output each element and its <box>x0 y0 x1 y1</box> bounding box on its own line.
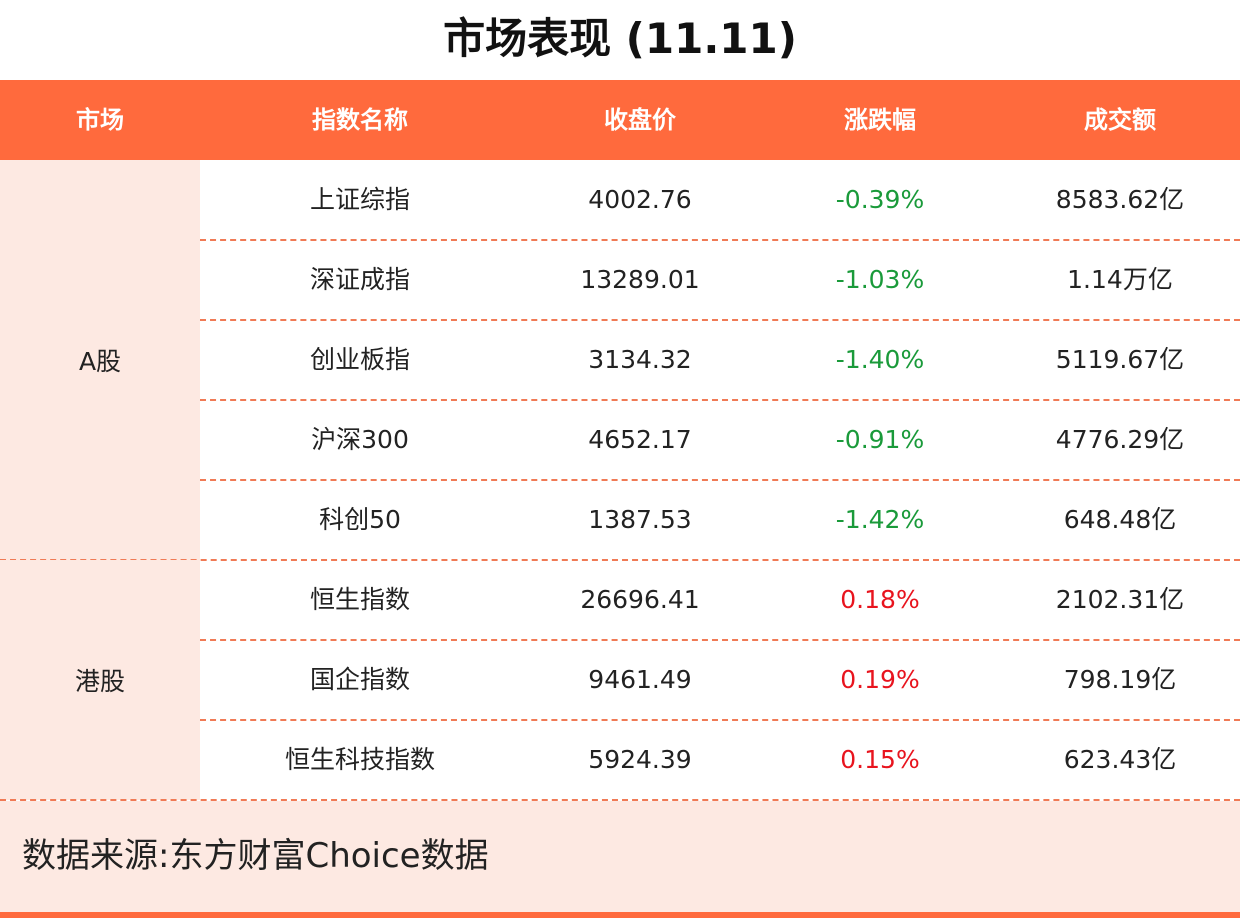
cell: 8583.62亿 <box>1055 185 1185 214</box>
change-cell: 0.18% <box>840 585 920 614</box>
cell: 2102.31亿 <box>1055 585 1185 614</box>
market-cell: A股 <box>0 160 200 560</box>
header-cell: 涨跌幅 <box>844 106 916 134</box>
row-divider <box>200 399 1240 401</box>
cell: 4776.29亿 <box>1055 425 1185 454</box>
cell: 创业板指 <box>309 345 410 374</box>
cell: 恒生指数 <box>309 585 410 614</box>
cell: 5924.39 <box>588 745 692 774</box>
row-divider <box>200 319 1240 321</box>
row-divider <box>200 639 1240 641</box>
cell: 国企指数 <box>309 665 410 694</box>
source-note: 数据来源:东方财富Choice数据 <box>22 836 489 876</box>
cell: 1387.53 <box>588 505 692 534</box>
change-cell: -0.91% <box>835 425 925 454</box>
cell: 9461.49 <box>588 665 692 694</box>
change-cell: 0.19% <box>840 665 920 694</box>
cell: 648.48亿 <box>1063 505 1177 534</box>
cell: 深证成指 <box>309 265 410 294</box>
change-cell: -0.39% <box>835 185 925 214</box>
group-divider <box>0 799 1240 801</box>
cell: 5119.67亿 <box>1055 345 1185 374</box>
cell: 科创50 <box>319 505 401 534</box>
cell: 623.43亿 <box>1063 745 1177 774</box>
row-divider <box>200 239 1240 241</box>
group-divider <box>0 559 1240 561</box>
cell: 1.14万亿 <box>1067 265 1173 294</box>
title: 市场表现 (11.11) <box>443 14 797 63</box>
row-divider <box>200 719 1240 721</box>
cell: 798.19亿 <box>1063 665 1177 694</box>
change-cell: -1.42% <box>835 505 925 534</box>
header-cell: 成交额 <box>1084 106 1156 134</box>
cell: 13289.01 <box>580 265 700 294</box>
table-header: 市场 指数名称 收盘价 涨跌幅 成交额 <box>0 80 1240 160</box>
header-cell: 指数名称 <box>312 106 408 134</box>
change-cell: -1.40% <box>835 345 925 374</box>
cell: 沪深300 <box>311 425 409 454</box>
bottom-bar <box>0 912 1240 918</box>
cell: 26696.41 <box>580 585 700 614</box>
cell: 3134.32 <box>588 345 692 374</box>
header-cell: 收盘价 <box>604 106 676 134</box>
change-cell: 0.15% <box>840 745 920 774</box>
cell: 上证综指 <box>309 185 410 214</box>
cell: 恒生科技指数 <box>284 745 435 774</box>
cell: 4002.76 <box>588 185 692 214</box>
change-cell: -1.03% <box>835 265 925 294</box>
row-divider <box>200 479 1240 481</box>
footer: 数据来源:东方财富Choice数据 <box>0 801 1240 912</box>
header-cell: 市场 <box>76 106 124 134</box>
cell: 4652.17 <box>588 425 692 454</box>
market-cell: 港股 <box>0 560 200 800</box>
